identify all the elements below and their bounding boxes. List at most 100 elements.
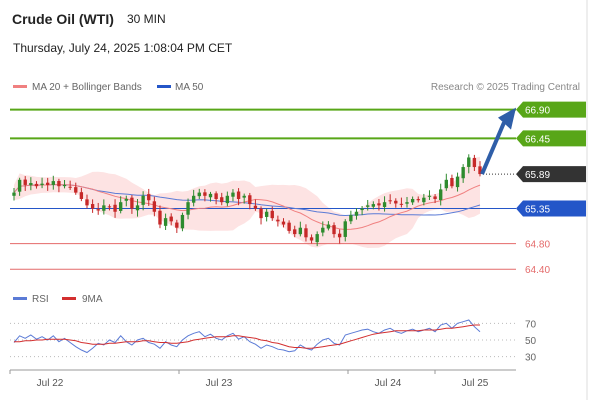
candle-body (130, 197, 134, 209)
candle-body (203, 192, 207, 196)
candle-body (270, 210, 274, 219)
candle-body (259, 208, 263, 219)
candle-body (354, 211, 359, 216)
candle-body (79, 192, 84, 199)
x-tick-label: Jul 23 (206, 378, 233, 389)
candle-body (163, 218, 168, 226)
candle-body (264, 211, 269, 217)
rsi-panel: 70 50 30 (10, 319, 537, 364)
rsi-tick-label: 30 (525, 353, 537, 364)
candle-body (281, 221, 286, 225)
candle-body (382, 202, 387, 207)
bollinger-fill (14, 156, 480, 248)
candle-body (298, 227, 303, 235)
candle-body (124, 198, 128, 201)
candle-body (360, 208, 364, 211)
forecast-arrow (480, 107, 516, 175)
candle-body (293, 229, 297, 235)
candle-body (90, 204, 95, 209)
ma20-legend-swatch (13, 85, 27, 88)
candle-body (388, 200, 392, 202)
candle-body (169, 216, 173, 222)
level-label-support: 64.40 (525, 265, 550, 276)
ma50-legend-swatch (157, 85, 171, 88)
candle-body (337, 233, 342, 238)
candle-body (17, 179, 22, 192)
candle-body (444, 179, 448, 189)
ma9-legend-swatch (62, 297, 76, 300)
candle-body (51, 181, 55, 185)
candle-body (208, 193, 213, 198)
ma20-line (13, 183, 481, 231)
candle-body (405, 202, 409, 204)
credit-label: Research © 2025 Trading Central (431, 82, 580, 93)
candle-body (214, 193, 218, 199)
candle-body (62, 184, 67, 187)
candle-body (478, 166, 482, 175)
ma50-legend-label: MA 50 (175, 82, 204, 93)
timeframe-label: 30 MIN (127, 12, 166, 26)
candle-body (147, 194, 151, 201)
candle-body (416, 199, 420, 201)
level-label-support: 64.80 (525, 240, 550, 251)
candle-body (186, 202, 190, 215)
candle-body (74, 187, 78, 193)
candle-body (377, 203, 381, 206)
level-label-last: 65.89 (525, 170, 550, 181)
candle-body (399, 203, 404, 205)
candle-body (472, 157, 477, 168)
candle-body (46, 182, 50, 185)
candle-body (410, 198, 415, 203)
x-tick-label: Jul 25 (462, 378, 489, 389)
level-tag-resistance (516, 130, 586, 147)
rsi-legend-label: RSI (32, 294, 49, 305)
candle-body (242, 195, 246, 198)
bollinger-band (14, 156, 480, 248)
forecast-arrow-shaft (480, 121, 506, 175)
moving-averages (13, 183, 481, 231)
candle-body (197, 192, 201, 197)
candle-body (455, 176, 460, 188)
candle-body (349, 214, 353, 222)
candle-body (191, 195, 196, 203)
x-tick-label: Jul 24 (375, 378, 402, 389)
level-label-resistance: 66.45 (525, 134, 550, 145)
candle-body (467, 157, 471, 167)
candle-body (225, 195, 230, 204)
candle-body (175, 222, 179, 228)
candles (12, 154, 482, 247)
candle-body (343, 221, 347, 237)
candle-body (287, 222, 291, 231)
rsi-tick-label: 70 (525, 319, 537, 330)
candle-body (315, 234, 319, 243)
candle-body (12, 192, 16, 196)
candle-body (34, 183, 39, 187)
candle-body (394, 200, 398, 204)
levels (10, 108, 516, 270)
rsi-legend-swatch (13, 297, 27, 300)
datetime-label: Thursday, July 24, 2025 1:08:04 PM CET (13, 41, 233, 55)
candle-body (304, 228, 308, 238)
candle-body (309, 237, 314, 241)
candle-body (118, 202, 123, 211)
level-tag-pivot (516, 200, 586, 217)
level-label-pivot: 65.35 (525, 205, 550, 216)
candle-body (253, 205, 258, 209)
candle-body (427, 195, 432, 197)
candle-body (141, 195, 145, 205)
x-axis: Jul 22 Jul 23 Jul 24 Jul 25 (9, 370, 489, 389)
x-tick-label: Jul 22 (37, 378, 64, 389)
rsi-ma9-line (14, 324, 480, 349)
rsi-tick-label: 50 (525, 336, 537, 347)
candle-body (433, 196, 437, 199)
candle-body (332, 225, 336, 235)
candle-body (439, 189, 443, 200)
candle-body (231, 192, 235, 197)
candle-body (321, 227, 325, 233)
instrument-title: Crude Oil (WTI) (12, 11, 114, 27)
candle-body (236, 191, 241, 199)
candle-body (158, 210, 162, 225)
candle-body (135, 205, 140, 211)
candle-body (326, 224, 331, 229)
candle-body (180, 214, 185, 229)
